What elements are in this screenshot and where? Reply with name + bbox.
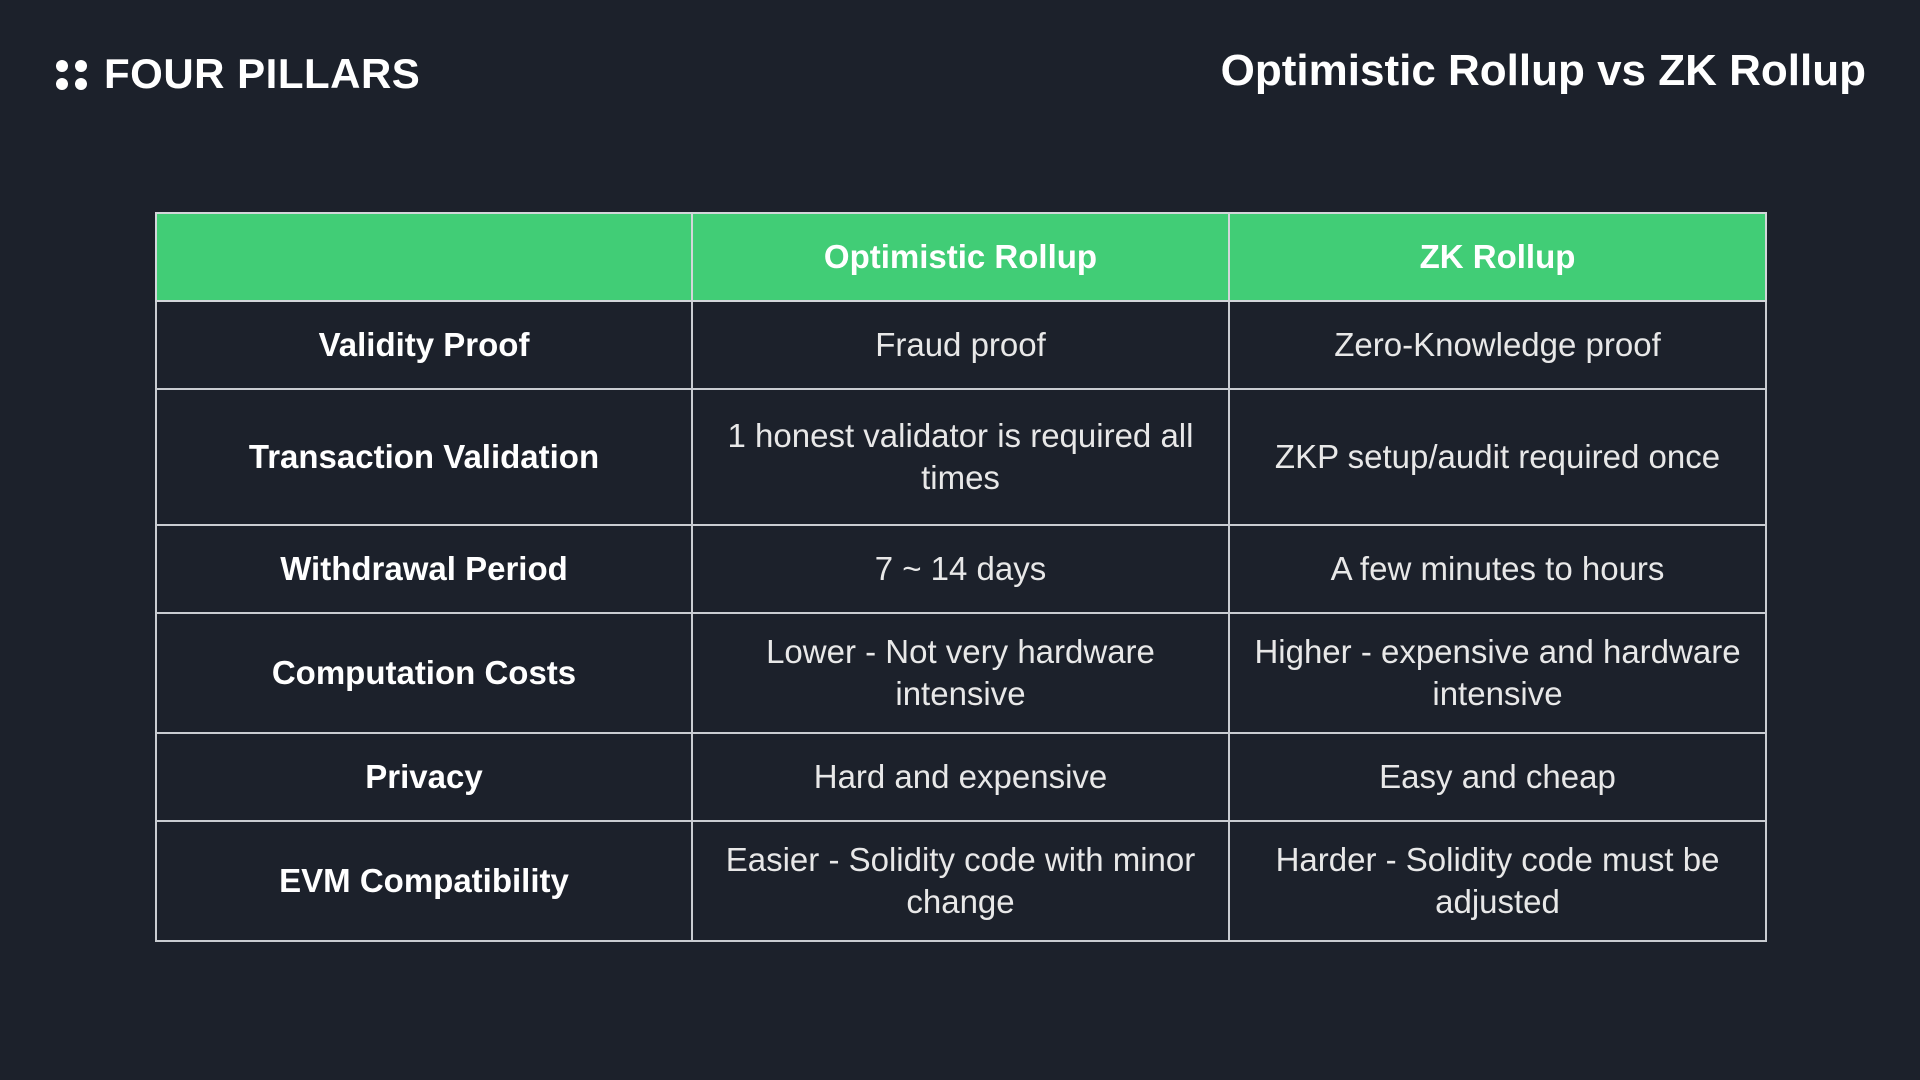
zk-cell: Zero-Knowledge proof [1228, 300, 1767, 390]
four-dots-icon [56, 58, 88, 90]
optimistic-cell: 7 ~ 14 days [691, 524, 1230, 614]
optimistic-cell: Hard and expensive [691, 732, 1230, 822]
optimistic-cell: Lower - Not very hardware intensive [691, 612, 1230, 734]
column-header-empty [155, 212, 693, 302]
zk-cell: Easy and cheap [1228, 732, 1767, 822]
optimistic-cell: Fraud proof [691, 300, 1230, 390]
row-label: Privacy [155, 732, 693, 822]
table-header-row: Optimistic Rollup ZK Rollup [155, 212, 1767, 302]
brand-logo: FOUR PILLARS [56, 50, 420, 98]
row-label: EVM Compatibility [155, 820, 693, 942]
table-row: Withdrawal Period 7 ~ 14 days A few minu… [155, 524, 1767, 614]
row-label: Computation Costs [155, 612, 693, 734]
optimistic-cell: 1 honest validator is required all times [691, 388, 1230, 526]
brand-name: FOUR PILLARS [104, 50, 421, 97]
comparison-table: Optimistic Rollup ZK Rollup Validity Pro… [155, 212, 1767, 942]
slide-title: Optimistic Rollup vs ZK Rollup [1220, 46, 1866, 95]
table-row: Computation Costs Lower - Not very hardw… [155, 612, 1767, 734]
table-row: EVM Compatibility Easier - Solidity code… [155, 820, 1767, 942]
zk-cell: Higher - expensive and hardware intensiv… [1228, 612, 1767, 734]
zk-cell: A few minutes to hours [1228, 524, 1767, 614]
row-label: Transaction Validation [155, 388, 693, 526]
optimistic-cell: Easier - Solidity code with minor change [691, 820, 1230, 942]
table-row: Transaction Validation 1 honest validato… [155, 388, 1767, 526]
zk-cell: Harder - Solidity code must be adjusted [1228, 820, 1767, 942]
table-row: Validity Proof Fraud proof Zero-Knowledg… [155, 300, 1767, 390]
column-header-zk: ZK Rollup [1228, 212, 1767, 302]
table-row: Privacy Hard and expensive Easy and chea… [155, 732, 1767, 822]
row-label: Validity Proof [155, 300, 693, 390]
zk-cell: ZKP setup/audit required once [1228, 388, 1767, 526]
row-label: Withdrawal Period [155, 524, 693, 614]
column-header-optimistic: Optimistic Rollup [691, 212, 1230, 302]
